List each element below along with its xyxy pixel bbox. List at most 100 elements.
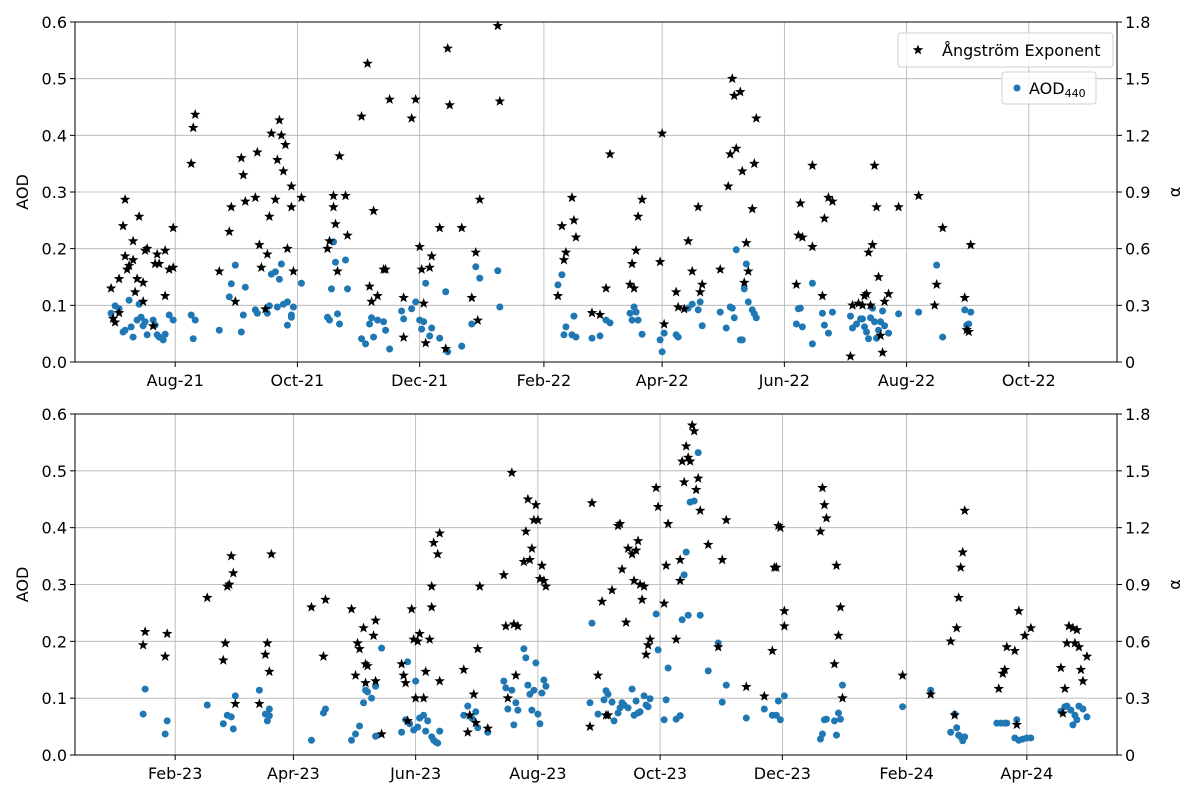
aod-point [253,309,261,317]
alpha-point [352,637,363,648]
alpha-point [999,664,1011,675]
alpha-point [556,220,568,231]
y-axis-label: AOD [13,567,32,603]
legend: Ångström Exponent AOD440 [897,32,1114,105]
aod-point [368,314,376,322]
legend-alpha-label: Ångström Exponent [942,41,1100,60]
alpha-point [731,143,742,154]
alpha-point [741,237,752,248]
alpha-point [428,537,439,548]
alpha-point [749,158,760,169]
alpha-point [224,579,235,589]
alpha-point [821,512,832,523]
aod-point [496,303,504,311]
alpha-point [220,637,231,648]
aod-point [536,720,544,728]
aod-point [628,316,636,324]
aod-point [436,334,444,342]
alpha-point [256,262,267,273]
aod-point [600,696,608,704]
aod-point [538,689,546,697]
x-tick-label: Jun-22 [758,371,810,390]
alpha-point [692,201,704,212]
aod-point [442,288,450,296]
y-tick-label: 0.6 [42,13,67,32]
legend-aod: AOD440 [1001,71,1097,105]
alpha-point [117,220,129,231]
alpha-point [751,112,762,123]
aod-point [863,328,871,336]
aod-point [127,323,135,331]
alpha-point [771,561,782,572]
aod-point [853,320,860,328]
alpha-point [520,525,532,536]
aod-point [716,308,724,316]
aod-point [332,258,339,266]
aod-point [436,727,444,735]
aod-point [871,318,879,326]
alpha-point [833,630,844,641]
aod-point [636,708,644,716]
aod-point [744,298,752,306]
alpha-point [1061,637,1073,648]
alpha-point [688,425,700,436]
alpha-point [875,330,886,341]
aod-point [368,694,376,702]
axes-frame [74,21,1118,363]
alpha-point [713,641,724,652]
aod-point [967,308,975,316]
aod-point [424,717,432,725]
aod-point [688,300,696,308]
aod-point [1073,716,1081,724]
alpha-point [163,263,175,274]
aod-point [139,710,147,718]
alpha-point [149,258,161,269]
aod-point [502,684,510,692]
aod-point [632,697,640,705]
alpha-point [807,160,818,171]
alpha-point [642,639,654,650]
alpha-point [626,258,638,269]
aod-point [554,281,562,289]
aod-point [398,728,406,736]
alpha-point [328,201,339,212]
aod-point [512,699,520,707]
aod-point [297,279,305,287]
alpha-point [694,505,706,516]
alpha-point [682,452,694,463]
alpha-point [937,222,948,233]
alpha-point [228,567,239,578]
aod-point [137,313,145,321]
aod-point [364,688,372,696]
alpha-point [847,299,858,310]
x-tick-label: Oct-21 [271,371,325,390]
alpha-point [1063,620,1075,631]
aod-point [562,323,570,331]
aod-point [229,725,237,733]
alpha-point [817,482,828,493]
aod-point [283,321,291,329]
alpha-point [424,633,435,644]
alpha-point [362,660,373,671]
alpha-point [360,658,371,669]
aod-point [534,710,542,718]
aod-point [606,319,614,327]
aod-point [161,730,169,738]
alpha-point [566,192,578,203]
alpha-point [262,248,273,259]
y-tick-label: 0.2 [42,632,67,651]
alpha-point [376,728,387,739]
y2-tick-label: 0.9 [1125,576,1150,595]
aod-point [255,686,263,694]
aod-point [386,345,394,353]
aod-point [690,497,698,505]
alpha-point [741,681,752,692]
alpha-point [739,277,750,288]
alpha-point [188,122,199,133]
aod-point [510,721,518,729]
aod-point [808,279,816,287]
alpha-point [137,277,149,288]
alpha-point [270,194,281,205]
alpha-point [400,677,411,688]
aod-point [225,293,233,301]
